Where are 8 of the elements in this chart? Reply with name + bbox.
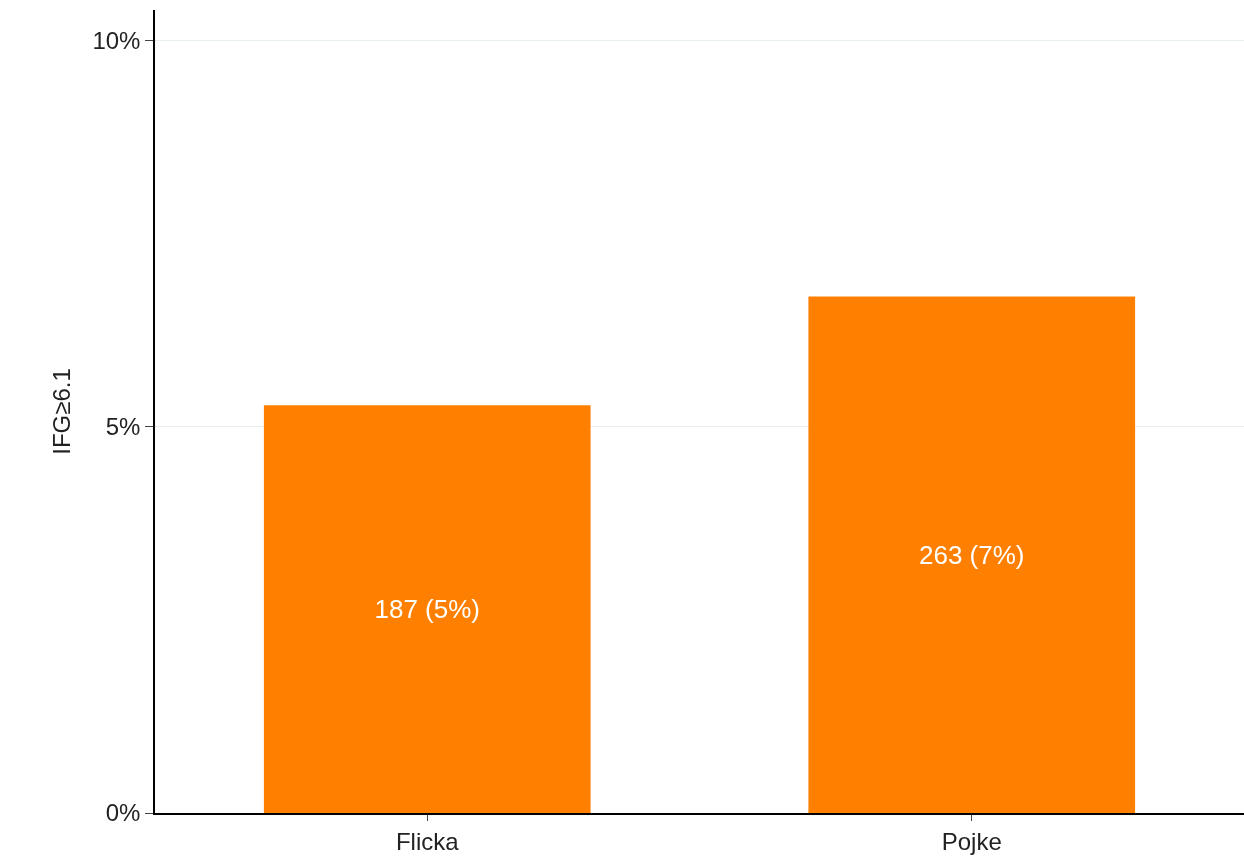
x-tick-label: Flicka bbox=[395, 827, 460, 855]
y-axis-title: IFG≥6.1 bbox=[48, 368, 75, 455]
y-tick-label: 0% bbox=[105, 799, 141, 827]
data-label: 187 (5%) bbox=[374, 594, 480, 625]
x-tick-label: Pojke bbox=[941, 827, 1002, 855]
data-label: 263 (7%) bbox=[919, 539, 1025, 570]
y-tick-label: 5% bbox=[105, 413, 141, 441]
y-tick-label: 10% bbox=[92, 27, 141, 55]
